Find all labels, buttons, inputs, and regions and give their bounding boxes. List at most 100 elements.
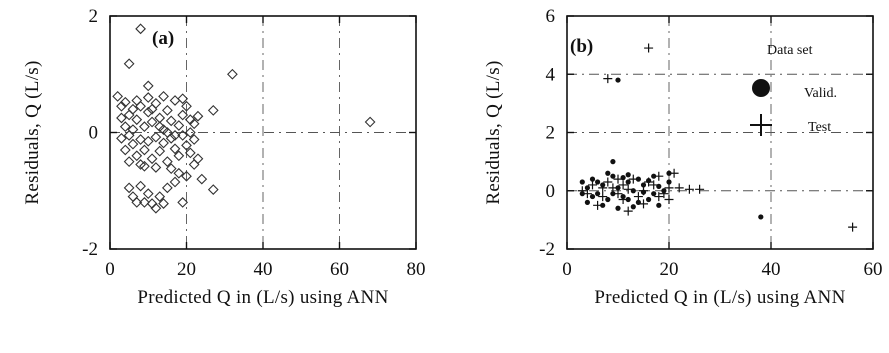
pa-point xyxy=(158,137,169,149)
legend-marker-valid xyxy=(752,79,770,97)
pb-point-test xyxy=(582,189,592,199)
pb-point-test xyxy=(628,174,638,184)
panel-b-label: (b) xyxy=(570,36,593,57)
panel-b: 0 20 40 60 -2 0 2 4 6 (b) Predicted Q in (L/s) u… xyxy=(483,6,883,308)
pb-point-valid xyxy=(600,202,606,208)
pb-point-test xyxy=(623,184,633,194)
pa-point xyxy=(139,144,150,156)
panel-b-points xyxy=(577,43,858,232)
pa-point xyxy=(131,150,143,162)
pa-point xyxy=(165,115,177,127)
pb-point-test xyxy=(593,200,603,210)
legend-label-test: Test xyxy=(808,120,831,135)
pa-point xyxy=(139,160,150,172)
pa-point xyxy=(173,150,185,162)
pb-point-valid xyxy=(579,179,585,185)
pa-point xyxy=(161,104,173,116)
pb-point-test xyxy=(633,192,643,202)
pa-point xyxy=(123,182,135,194)
pb-point-test xyxy=(603,74,613,84)
pb-point-valid xyxy=(615,185,621,191)
pb-x-tick-label: 0 xyxy=(562,259,572,280)
pa-x-tick-label: 20 xyxy=(177,259,196,280)
legend-label-valid: Valid. xyxy=(804,86,837,101)
pa-y-tick-label: -2 xyxy=(82,239,98,260)
panel-a-x-axis-label: Predicted Q in (L/s) using ANN xyxy=(137,287,388,308)
pa-point xyxy=(131,95,143,106)
pa-point xyxy=(116,112,127,124)
pb-point-valid xyxy=(589,193,596,200)
pa-point xyxy=(169,176,181,188)
pb-point-valid xyxy=(646,196,652,203)
pb-point-valid xyxy=(630,204,636,210)
pb-point-valid xyxy=(605,196,611,203)
panel-b-ticks: 0 20 40 60 -2 0 2 4 6 xyxy=(539,6,882,280)
pb-y-tick-label: -2 xyxy=(539,239,555,260)
pa-point xyxy=(184,147,196,159)
pb-point-test xyxy=(598,192,608,202)
pb-x-tick-label: 40 xyxy=(762,259,781,280)
pa-point xyxy=(177,130,189,141)
panel-b-x-axis-label: Predicted Q in (L/s) using ANN xyxy=(594,287,845,308)
panel-a-points xyxy=(112,23,376,214)
pa-point xyxy=(119,121,131,133)
pb-point-test xyxy=(649,180,659,190)
pa-point xyxy=(154,121,166,133)
pa-x-tick-label: 40 xyxy=(254,259,273,280)
pa-point xyxy=(127,103,139,115)
pa-point xyxy=(139,197,150,208)
pa-point xyxy=(123,58,135,70)
pa-point xyxy=(192,153,204,165)
pa-point xyxy=(364,116,376,128)
pb-point-valid xyxy=(605,170,611,176)
pb-y-tick-label: 4 xyxy=(546,64,556,85)
pb-point-test xyxy=(848,222,858,232)
pb-point-test xyxy=(669,168,679,178)
panel-a-label: (a) xyxy=(152,28,174,49)
pa-point xyxy=(154,191,166,202)
pb-point-valid xyxy=(651,173,657,179)
panel-b-legend: Data set Valid. Test xyxy=(750,43,837,136)
legend-title: Data set xyxy=(767,43,813,58)
pa-point xyxy=(177,197,189,208)
pa-point xyxy=(161,156,173,168)
pa-point xyxy=(173,120,185,131)
pb-point-valid xyxy=(615,77,621,83)
pa-point xyxy=(165,163,177,174)
pa-point xyxy=(131,114,143,126)
pa-point xyxy=(207,104,219,116)
pb-point-valid xyxy=(666,179,672,185)
pa-x-tick-label: 0 xyxy=(105,259,115,280)
pa-y-tick-label: 0 xyxy=(89,123,99,144)
pb-point-test xyxy=(623,206,633,216)
pb-point-test xyxy=(644,177,654,187)
pa-point xyxy=(135,180,146,192)
pa-point xyxy=(142,80,154,92)
pb-point-test xyxy=(608,183,618,193)
pb-point-test xyxy=(664,183,674,193)
panel-a-y-axis-label: Residuals, Q (L/s) xyxy=(22,60,43,204)
pa-point xyxy=(127,138,139,150)
pa-point xyxy=(146,116,158,128)
pa-point xyxy=(154,145,166,157)
pa-point xyxy=(177,109,189,121)
pa-point xyxy=(158,198,169,209)
pa-point xyxy=(181,100,192,112)
pa-point xyxy=(181,170,192,182)
pb-point-test xyxy=(603,177,613,187)
pb-point-test xyxy=(639,199,648,209)
pa-point xyxy=(142,135,154,147)
pa-point xyxy=(158,91,169,102)
pa-point xyxy=(161,127,173,138)
pa-point xyxy=(142,106,154,118)
panel-b-y-axis-label: Residuals, Q (L/s) xyxy=(483,60,504,204)
pb-point-valid xyxy=(758,214,764,220)
pb-x-tick-label: 60 xyxy=(864,259,883,280)
pa-point xyxy=(192,110,204,122)
pb-point-valid xyxy=(625,196,631,203)
pa-point xyxy=(131,197,143,208)
pa-point xyxy=(161,182,173,194)
pb-point-test xyxy=(659,189,669,199)
pa-point xyxy=(177,93,189,105)
pb-point-valid xyxy=(595,191,601,197)
